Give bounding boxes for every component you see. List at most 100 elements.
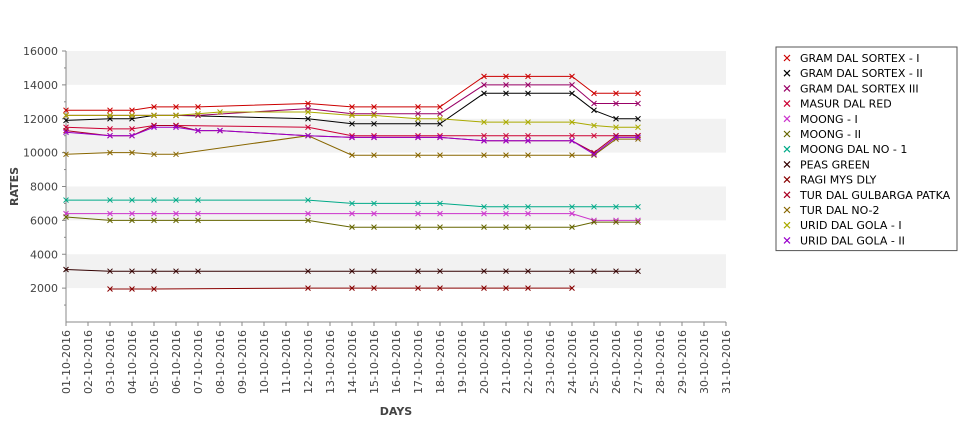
series-line (66, 213, 638, 221)
legend-marker (783, 206, 791, 214)
data-point (481, 137, 487, 144)
data-point (349, 285, 355, 291)
data-point (151, 197, 157, 203)
data-point (481, 152, 487, 159)
data-point (151, 151, 157, 158)
data-point (415, 120, 421, 127)
x-tick-label: 13-10-2016 (324, 330, 337, 394)
data-point (591, 100, 597, 107)
data-point (349, 268, 355, 275)
data-point (613, 100, 619, 107)
data-point (305, 109, 311, 115)
data-point (503, 285, 509, 291)
x-tick-label: 24-10-2016 (566, 330, 579, 394)
series-6 (63, 197, 641, 210)
data-point (635, 268, 641, 275)
data-point (481, 268, 487, 275)
legend-item: TUR DAL NO-2 (783, 204, 880, 217)
data-point (371, 120, 377, 127)
data-point (371, 134, 377, 141)
data-point (591, 90, 597, 97)
legend-marker (783, 100, 791, 108)
data-point (151, 112, 157, 119)
data-point (129, 197, 135, 203)
data-point (415, 134, 421, 141)
legend-marker (783, 160, 791, 168)
data-point (129, 112, 135, 119)
data-point (481, 224, 487, 231)
data-point (195, 210, 201, 217)
x-tick-label: 07-10-2016 (192, 330, 205, 394)
data-point (525, 132, 531, 139)
series-line (65, 216, 638, 228)
x-tick-label: 31-10-2016 (720, 330, 733, 394)
legend-item: PEAS GREEN (783, 158, 870, 171)
data-point (371, 152, 377, 159)
series-7 (63, 266, 641, 275)
data-point (63, 129, 69, 136)
data-point (195, 110, 201, 117)
data-point (569, 152, 575, 159)
data-point (305, 210, 311, 217)
data-point (415, 200, 421, 207)
legend-label: TUR DAL GULBARGA PATKA (799, 189, 951, 202)
y-tick-label: 10000 (23, 147, 58, 160)
data-point (503, 203, 509, 210)
series-8 (107, 285, 575, 292)
legend-item: TUR DAL GULBARGA PATKA (783, 189, 951, 202)
data-point (195, 268, 201, 275)
data-point (591, 151, 597, 158)
data-point (63, 151, 69, 158)
legend-label: PEAS GREEN (800, 158, 870, 171)
legend-label: MASUR DAL RED (800, 98, 892, 111)
x-tick-label: 20-10-2016 (478, 330, 491, 394)
data-point (437, 210, 443, 217)
data-point (503, 224, 509, 231)
data-point (437, 285, 443, 291)
data-point (151, 286, 157, 292)
data-point (481, 82, 487, 88)
data-point (591, 107, 597, 114)
data-point (481, 203, 487, 210)
data-point (503, 268, 509, 275)
data-point (415, 210, 421, 217)
data-point (415, 104, 421, 110)
data-point (569, 224, 575, 231)
legend-item: MASUR DAL RED (783, 98, 892, 111)
legend-label: URID DAL GOLA - I (800, 219, 902, 232)
data-point (569, 132, 575, 139)
x-tick-label: 11-10-2016 (280, 330, 293, 394)
x-tick-label: 15-10-2016 (368, 330, 381, 394)
data-point (63, 112, 69, 119)
legend-marker (783, 130, 791, 138)
legend-marker (783, 145, 791, 153)
data-point (613, 134, 619, 141)
data-point (613, 203, 619, 210)
x-tick-label: 02-10-2016 (82, 330, 95, 394)
data-point (129, 149, 135, 156)
data-point (173, 104, 179, 110)
legend-marker (783, 69, 791, 77)
data-point (173, 112, 179, 119)
data-point (173, 268, 179, 275)
data-point (503, 210, 509, 217)
legend-label: GRAM DAL SORTEX - I (800, 52, 920, 65)
data-point (305, 197, 311, 203)
legend-label: MOONG DAL NO - 1 (800, 143, 907, 156)
data-point (129, 210, 135, 217)
x-tick-label: 01-10-2016 (60, 330, 73, 394)
data-point (503, 90, 509, 97)
legend-item: URID DAL GOLA - I (783, 219, 902, 232)
x-tick-label: 21-10-2016 (500, 330, 513, 394)
data-point (107, 112, 113, 119)
data-point (569, 82, 575, 88)
data-point (437, 200, 443, 207)
data-point (481, 119, 487, 125)
data-point (129, 132, 135, 139)
data-point (437, 152, 443, 159)
data-point (371, 210, 377, 217)
data-point (569, 210, 575, 217)
y-tick-label: 6000 (30, 214, 58, 227)
data-point (349, 112, 355, 119)
data-point (525, 137, 531, 144)
